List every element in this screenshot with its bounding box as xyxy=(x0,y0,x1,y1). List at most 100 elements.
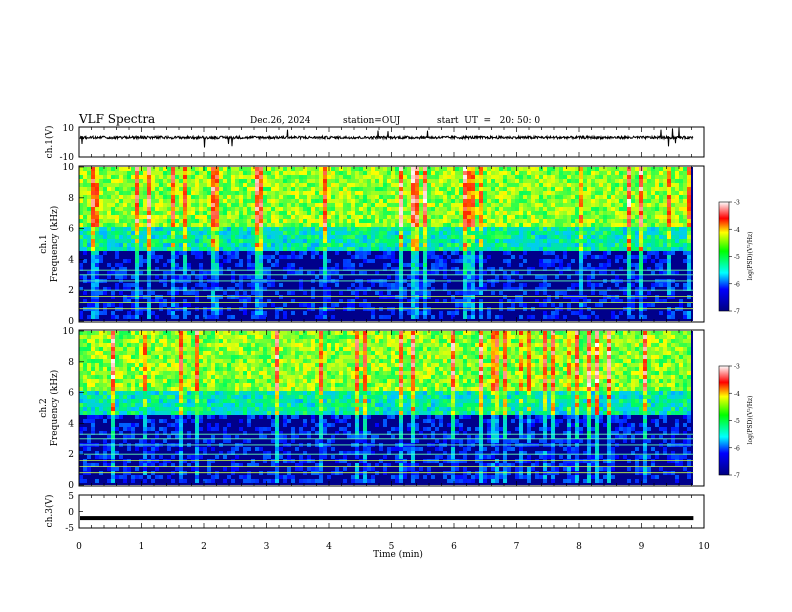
spectrogram-cell xyxy=(263,311,267,315)
spectrogram-cell xyxy=(111,395,115,399)
spectrogram-cell xyxy=(363,259,367,263)
spectrogram-cell xyxy=(83,247,87,251)
spectrogram-cell xyxy=(507,215,511,219)
spectrogram-cell xyxy=(555,259,559,263)
spectrogram-cell xyxy=(423,211,427,215)
spectrogram-cell xyxy=(419,183,423,187)
spectrogram-cell xyxy=(207,215,211,219)
spectrogram-cell xyxy=(347,239,351,243)
spectrogram-cell xyxy=(303,231,307,235)
spectrogram-cell xyxy=(239,299,243,303)
spectrogram-cell xyxy=(251,199,255,203)
spectrogram-cell xyxy=(107,403,111,407)
spectrogram-cell xyxy=(103,383,107,387)
spectrogram-cell xyxy=(191,171,195,175)
spectrogram-cell xyxy=(439,231,443,235)
spectrogram-cell xyxy=(171,259,175,263)
spectrogram-cell xyxy=(99,231,103,235)
spectrogram-cell xyxy=(83,187,87,191)
spectrogram-cell xyxy=(211,251,215,255)
spectrogram-cell xyxy=(303,219,307,223)
spectrogram-cell xyxy=(171,251,175,255)
spectrogram-cell xyxy=(127,171,131,175)
spectrogram-cell xyxy=(587,187,591,191)
spectrogram-cell xyxy=(159,211,163,215)
spectrogram-cell xyxy=(443,203,447,207)
spectrogram-cell xyxy=(91,227,95,231)
spectrogram-cell xyxy=(91,211,95,215)
spectrogram-cell xyxy=(607,167,611,171)
spectrogram-cell xyxy=(479,255,483,259)
spectrogram-cell xyxy=(135,263,139,267)
spectrogram-cell xyxy=(463,195,467,199)
spectrogram-cell xyxy=(579,231,583,235)
spectrogram-cell xyxy=(395,179,399,183)
spectrogram-cell xyxy=(475,187,479,191)
spectrogram-cell xyxy=(323,215,327,219)
spectrogram-cell xyxy=(103,239,107,243)
spectrogram-cell xyxy=(519,171,523,175)
spectrogram-cell xyxy=(615,315,619,319)
spectrogram-cell xyxy=(227,239,231,243)
spectrogram-cell xyxy=(483,187,487,191)
spectrogram-cell xyxy=(123,295,127,299)
spectrogram-cell xyxy=(655,251,659,255)
spectrogram-cell xyxy=(327,171,331,175)
spectrogram-cell xyxy=(639,199,643,203)
spectrogram-cell xyxy=(247,243,251,247)
spectrogram-cell xyxy=(527,243,531,247)
spectrogram-cell xyxy=(275,167,279,171)
spectrogram-cell xyxy=(223,203,227,207)
spectrogram-cell xyxy=(543,303,547,307)
spectrogram-cell xyxy=(407,203,411,207)
spectrogram-cell xyxy=(439,179,443,183)
spectrogram-cell xyxy=(471,223,475,227)
spectrogram-cell xyxy=(111,419,115,423)
spectrogram-cell xyxy=(675,191,679,195)
spectrogram-cell xyxy=(163,219,167,223)
spectrogram-cell xyxy=(667,187,671,191)
spectrogram-cell xyxy=(463,235,467,239)
spectrogram-cell xyxy=(643,187,647,191)
spectrogram-cell xyxy=(163,195,167,199)
spectrogram-cell xyxy=(411,275,415,279)
spectrogram-cell xyxy=(95,379,99,383)
spectrogram-cell xyxy=(251,207,255,211)
spectrogram-cell xyxy=(231,191,235,195)
spectrogram-cell xyxy=(539,195,543,199)
spectrogram-cell xyxy=(195,243,199,247)
spectrogram-cell xyxy=(199,239,203,243)
spectrogram-cell xyxy=(387,199,391,203)
spectrogram-cell xyxy=(243,207,247,211)
spectrogram-cell xyxy=(367,199,371,203)
spectrogram-cell xyxy=(431,179,435,183)
spectrogram-cell xyxy=(559,247,563,251)
spectrogram-cell xyxy=(347,223,351,227)
spectrogram-cell xyxy=(579,287,583,291)
spectrogram-cell xyxy=(503,287,507,291)
spectrogram-cell xyxy=(427,223,431,227)
spectrogram-cell xyxy=(191,199,195,203)
spectrogram-cell xyxy=(403,291,407,295)
spectrogram-cell xyxy=(523,195,527,199)
spectrogram-cell xyxy=(275,219,279,223)
spectrogram-cell xyxy=(83,347,87,351)
spectrogram-cell xyxy=(443,195,447,199)
spectrogram-cell xyxy=(251,283,255,287)
spectrogram-cell xyxy=(419,311,423,315)
spectrogram-cell xyxy=(623,219,627,223)
spectrogram-cell xyxy=(587,191,591,195)
spectrogram-cell xyxy=(667,211,671,215)
spectrogram-cell xyxy=(123,315,127,319)
spectrogram-cell xyxy=(471,243,475,247)
spectrogram-cell xyxy=(219,167,223,171)
spectrogram-cell xyxy=(139,179,143,183)
spectrogram-cell xyxy=(327,215,331,219)
spectrogram-cell xyxy=(203,283,207,287)
spectrogram-cell xyxy=(267,235,271,239)
spectrogram-cell xyxy=(455,195,459,199)
spectrogram-cell xyxy=(135,219,139,223)
spectrogram-cell xyxy=(87,315,91,319)
spectrogram-cell xyxy=(95,455,99,459)
spectrogram-cell xyxy=(535,171,539,175)
